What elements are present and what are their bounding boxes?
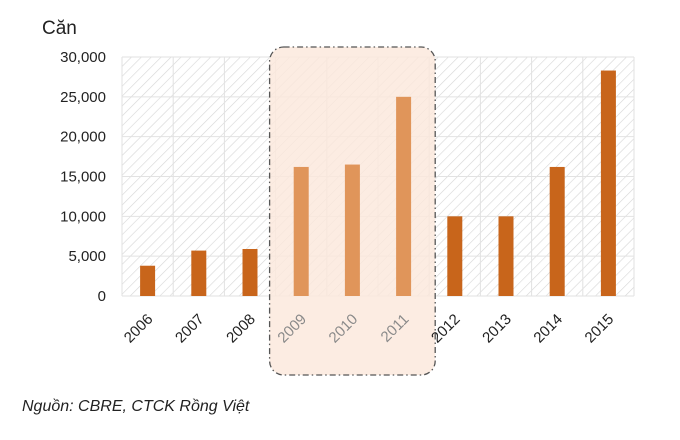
bar-2011 bbox=[396, 96, 412, 296]
y-tick-label: 25,000 bbox=[60, 89, 106, 106]
x-tick-label: 2008 bbox=[223, 311, 259, 347]
bar-2015 bbox=[600, 70, 616, 296]
bar-2012 bbox=[447, 216, 463, 296]
y-tick-label: 0 bbox=[98, 288, 106, 305]
y-tick-label: 15,000 bbox=[60, 169, 106, 186]
y-unit-label: Căn bbox=[42, 18, 77, 39]
source-note: Nguồn: CBRE, CTCK Rồng Việt bbox=[22, 398, 250, 415]
x-tick-label: 2015 bbox=[582, 311, 618, 347]
x-tick-label: 2013 bbox=[479, 311, 515, 347]
x-tick-label: 2007 bbox=[172, 311, 208, 347]
bar-2010 bbox=[344, 164, 360, 296]
y-tick-label: 10,000 bbox=[60, 208, 106, 225]
bar-2006 bbox=[140, 265, 156, 296]
y-tick-label: 5,000 bbox=[68, 248, 106, 265]
x-tick-label: 2014 bbox=[530, 311, 566, 347]
bar-2007 bbox=[191, 250, 207, 296]
y-tick-label: 30,000 bbox=[60, 49, 106, 66]
bar-2014 bbox=[549, 166, 565, 296]
bar-2008 bbox=[242, 248, 258, 296]
y-tick-label: 20,000 bbox=[60, 129, 106, 146]
bar-2009 bbox=[293, 166, 309, 296]
x-tick-label: 2006 bbox=[121, 311, 157, 347]
bar-2013 bbox=[498, 216, 514, 296]
